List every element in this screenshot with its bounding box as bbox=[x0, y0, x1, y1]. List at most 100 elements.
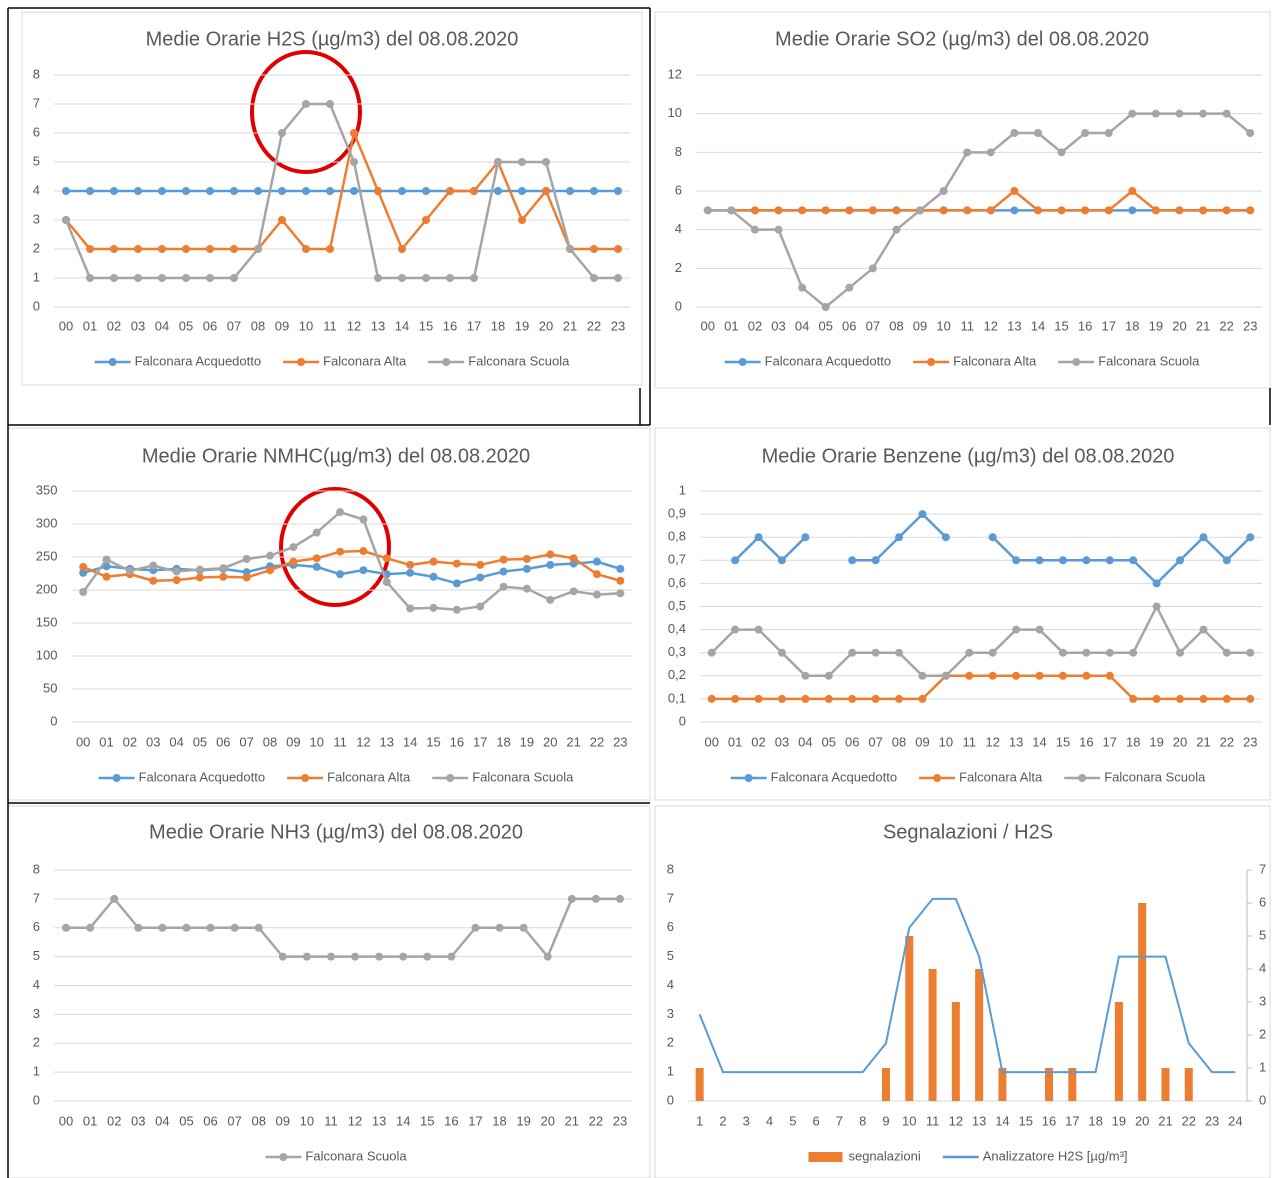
bar bbox=[1068, 1068, 1077, 1101]
bar bbox=[1045, 1068, 1054, 1101]
legend-label: Falconara Alta bbox=[327, 769, 411, 784]
x-tick-label: 16 bbox=[1042, 1113, 1056, 1128]
point bbox=[110, 894, 119, 903]
x-tick-label: 08 bbox=[892, 734, 906, 749]
x-tick-label: 22 bbox=[587, 318, 601, 333]
point bbox=[707, 648, 716, 657]
x-tick-label: 07 bbox=[227, 318, 241, 333]
legend-item: Falconara Alta bbox=[913, 353, 1037, 368]
point bbox=[182, 923, 191, 932]
y-tick-label: 300 bbox=[36, 515, 58, 530]
point bbox=[542, 187, 550, 195]
chart-title: Segnalazioni / H2S bbox=[883, 821, 1053, 843]
point bbox=[614, 245, 622, 253]
point bbox=[777, 556, 786, 565]
point bbox=[590, 274, 598, 282]
point bbox=[895, 648, 904, 657]
y-tick-label: 0 bbox=[33, 1092, 40, 1107]
point bbox=[406, 568, 415, 577]
x-tick-label: 11 bbox=[960, 318, 974, 333]
legend-item: Analizzatore H2S [µg/m³] bbox=[942, 1148, 1128, 1163]
point bbox=[774, 206, 783, 215]
x-tick-label: 10 bbox=[299, 318, 313, 333]
legend: segnalazioni Analizzatore H2S [µg/m³] bbox=[808, 1148, 1128, 1163]
x-tick-label: 04 bbox=[155, 1113, 169, 1128]
point bbox=[266, 566, 275, 575]
point bbox=[1176, 694, 1185, 703]
legend-item: Falconara Acquedotto bbox=[730, 769, 897, 784]
point bbox=[398, 187, 406, 195]
point bbox=[774, 225, 783, 234]
x-tick-label: 11 bbox=[333, 734, 347, 749]
point bbox=[62, 923, 71, 932]
point bbox=[567, 894, 576, 903]
point bbox=[1035, 671, 1044, 680]
point bbox=[569, 554, 578, 563]
point bbox=[398, 274, 406, 282]
point bbox=[359, 566, 368, 575]
point bbox=[452, 579, 461, 588]
x-tick-label: 18 bbox=[1126, 734, 1140, 749]
point bbox=[1057, 206, 1066, 215]
x-tick-label: 23 bbox=[1243, 734, 1257, 749]
highlight-circle bbox=[250, 50, 362, 174]
x-tick-label: 03 bbox=[775, 734, 789, 749]
point bbox=[278, 129, 286, 137]
point bbox=[134, 187, 142, 195]
point bbox=[750, 225, 759, 234]
x-tick-label: 01 bbox=[99, 734, 113, 749]
bar bbox=[1184, 1068, 1193, 1101]
x-tick-label: 16 bbox=[450, 734, 464, 749]
x-tick-label: 02 bbox=[107, 1113, 121, 1128]
point bbox=[476, 560, 485, 569]
point bbox=[350, 187, 358, 195]
point bbox=[1222, 648, 1231, 657]
y-tick-label: 0,7 bbox=[668, 552, 686, 567]
point bbox=[446, 274, 454, 282]
x-tick-label: 13 bbox=[972, 1113, 986, 1128]
x-tick-label: 07 bbox=[866, 318, 880, 333]
series-line bbox=[707, 189, 1251, 212]
legend: Falconara Acquedotto Falconara Alta Falcon… bbox=[94, 353, 570, 368]
legend-item: Falconara Alta bbox=[919, 769, 1043, 784]
point bbox=[1082, 648, 1091, 657]
y-tick-label: 8 bbox=[33, 66, 40, 81]
point bbox=[471, 923, 480, 932]
legend-item: Falconara Acquedotto bbox=[724, 353, 891, 368]
y-tick-label: 6 bbox=[675, 182, 682, 197]
y-tick-label: 0 bbox=[675, 298, 682, 313]
y-tick-label: 0,3 bbox=[668, 644, 686, 659]
x-tick-label: 06 bbox=[845, 734, 859, 749]
legend: Falconara Scuola bbox=[265, 1148, 407, 1163]
y2-tick-label: 4 bbox=[1259, 960, 1266, 975]
point bbox=[703, 206, 712, 215]
point bbox=[195, 573, 204, 582]
point bbox=[941, 533, 950, 542]
y-tick-label: 0,9 bbox=[668, 506, 686, 521]
x-tick-label: 15 bbox=[419, 318, 433, 333]
point bbox=[1246, 206, 1255, 215]
point bbox=[499, 582, 508, 591]
point bbox=[1129, 694, 1138, 703]
x-tick-label: 18 bbox=[1125, 318, 1139, 333]
x-tick-label: 2 bbox=[719, 1113, 726, 1128]
legend-label: Falconara Scuola bbox=[1098, 353, 1200, 368]
legend-marker bbox=[108, 358, 117, 366]
point bbox=[821, 303, 830, 311]
point bbox=[1222, 694, 1231, 703]
point bbox=[1012, 671, 1021, 680]
point bbox=[518, 158, 526, 166]
bar bbox=[998, 1068, 1007, 1101]
x-tick-label: 19 bbox=[520, 734, 534, 749]
point bbox=[518, 187, 526, 195]
point bbox=[1010, 187, 1019, 195]
legend-marker bbox=[1072, 358, 1081, 366]
point bbox=[302, 245, 310, 253]
legend-item: Falconara Alta bbox=[283, 353, 407, 368]
highlight-circle bbox=[279, 487, 391, 607]
x-tick-label: 16 bbox=[444, 1113, 458, 1128]
x-tick-label: 03 bbox=[131, 1113, 145, 1128]
x-tick-label: 10 bbox=[309, 734, 323, 749]
point bbox=[242, 554, 251, 563]
x-tick-label: 01 bbox=[728, 734, 742, 749]
